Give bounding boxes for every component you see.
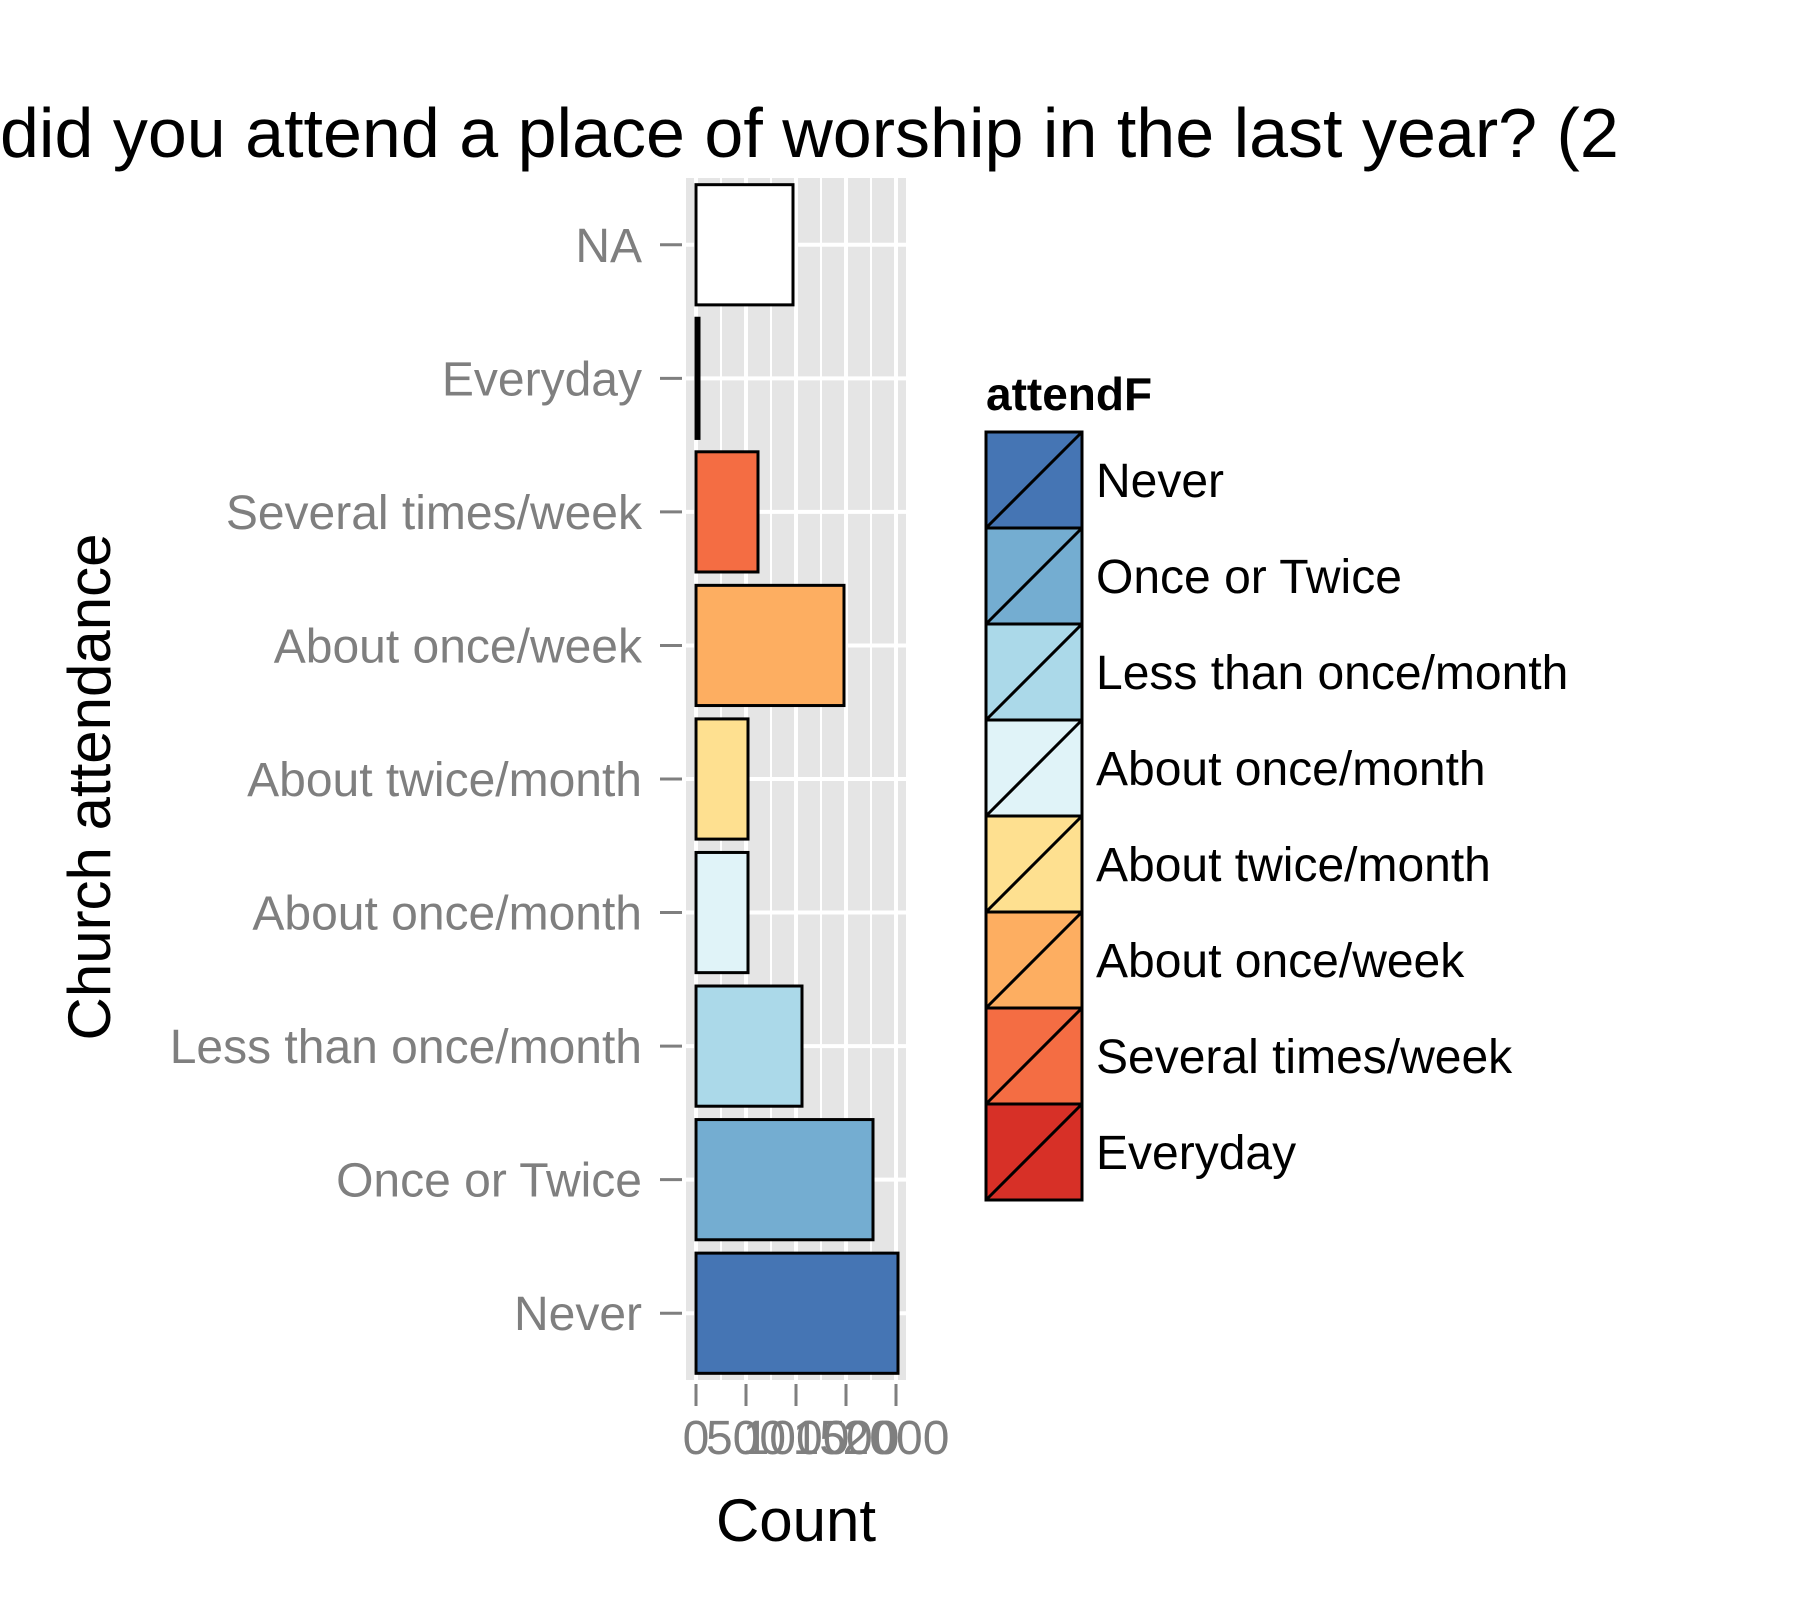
y-tick-label: About twice/month — [247, 754, 642, 807]
legend-label: Everyday — [1096, 1127, 1296, 1180]
bar — [694, 984, 804, 1108]
y-tick-label: NA — [575, 220, 642, 273]
legend-key-diagonal — [984, 718, 1084, 818]
legend-key-diagonal — [984, 910, 1084, 1010]
x-tick-label: 2000 — [843, 1412, 950, 1465]
legend-label: About twice/month — [1096, 839, 1491, 892]
bar — [694, 183, 795, 307]
y-tick-label: About once/month — [252, 888, 642, 941]
y-axis-title: Church attendance — [56, 533, 123, 1040]
legend-label: Several times/week — [1096, 1031, 1513, 1084]
x-tick-label: 0 — [683, 1412, 710, 1465]
bar — [694, 1118, 875, 1242]
x-tick-label: 1500 — [793, 1412, 900, 1465]
legend-label: Never — [1096, 455, 1224, 508]
y-axis: Never Once or Twice Less than once/month Ab… — [170, 220, 682, 1341]
y-tick-label: Everyday — [442, 353, 642, 406]
y-tick-label: Several times/week — [226, 487, 643, 540]
legend-items: Never Once or Twice Less than once/month Ab… — [984, 430, 1568, 1202]
y-tick-label: Never — [514, 1288, 642, 1341]
y-tick-label: About once/week — [274, 620, 643, 673]
legend-label: About once/month — [1096, 743, 1486, 796]
bar — [694, 583, 846, 708]
legend-title: attendF — [986, 368, 1152, 420]
legend-label: Less than once/month — [1096, 647, 1568, 700]
legend-key-diagonal — [984, 430, 1084, 530]
y-tick-label: Less than once/month — [170, 1021, 642, 1074]
bar — [694, 450, 760, 574]
x-axis-title: Count — [716, 1487, 876, 1554]
legend: attendF Never Once or Twice Less than once… — [984, 368, 1568, 1202]
bars — [694, 183, 900, 1375]
bar — [694, 850, 750, 975]
legend-key-diagonal — [984, 1006, 1084, 1106]
legend-key-diagonal — [984, 526, 1084, 626]
x-tick-label: 500 — [706, 1412, 786, 1465]
bar — [694, 1251, 900, 1375]
legend-label: About once/week — [1096, 935, 1465, 988]
legend-key-diagonal — [984, 814, 1084, 914]
legend-key-diagonal — [984, 1102, 1084, 1202]
legend-key-diagonal — [984, 622, 1084, 722]
legend-label: Once or Twice — [1096, 551, 1402, 604]
x-tick-label: 1000 — [743, 1412, 850, 1465]
y-tick-label: Once or Twice — [336, 1155, 642, 1208]
chart-title: did you attend a place of worship in the… — [0, 94, 1619, 172]
bar — [694, 717, 750, 841]
bar — [694, 316, 701, 440]
